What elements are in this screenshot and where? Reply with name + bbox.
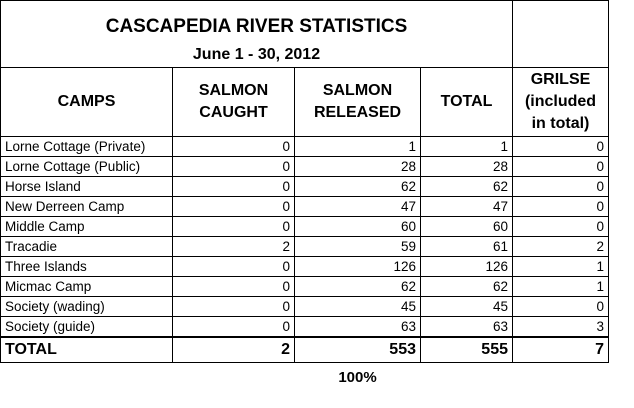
totals-label: TOTAL [0, 336, 173, 363]
camp-name-cell: New Derreen Camp [0, 196, 173, 217]
header-camps: CAMPS [0, 67, 173, 137]
header-salmon-released: SALMON RELEASED [294, 67, 421, 137]
salmon-released-cell: 1 [294, 136, 421, 157]
header-total-label: TOTAL [440, 93, 493, 110]
camp-name-cell: Society (wading) [0, 296, 173, 317]
salmon-caught-cell: 0 [172, 216, 295, 237]
table-row: Lorne Cottage (Public) 0 28 28 0 [0, 156, 609, 177]
salmon-caught-cell: 0 [172, 316, 295, 338]
camp-name-cell: Horse Island [0, 176, 173, 197]
salmon-caught-cell: 0 [172, 156, 295, 177]
percent-spacer [173, 363, 295, 394]
grilse-cell: 0 [512, 216, 609, 237]
grilse-cell: 0 [512, 136, 609, 157]
grilse-cell: 0 [512, 176, 609, 197]
camp-name-cell: Three Islands [0, 256, 173, 277]
table-row: Tracadie 2 59 61 2 [0, 236, 609, 257]
camp-name-cell: Society (guide) [0, 316, 173, 338]
salmon-caught-cell: 0 [172, 256, 295, 277]
total-cell: 62 [420, 176, 513, 197]
grilse-cell: 0 [512, 196, 609, 217]
camp-name-cell: Tracadie [0, 236, 173, 257]
salmon-released-cell: 126 [294, 256, 421, 277]
sheet-title: CASCAPEDIA RIVER STATISTICS [105, 16, 408, 37]
table-row: Society (wading) 0 45 45 0 [0, 296, 609, 317]
table-row: Horse Island 0 62 62 0 [0, 176, 609, 197]
header-salmon-caught: SALMON CAUGHT [172, 67, 295, 137]
statistics-sheet: CASCAPEDIA RIVER STATISTICS June 1 - 30,… [0, 0, 609, 394]
table-row: Middle Camp 0 60 60 0 [0, 216, 609, 237]
camp-name-cell: Middle Camp [0, 216, 173, 237]
title-block: CASCAPEDIA RIVER STATISTICS June 1 - 30,… [0, 0, 513, 68]
salmon-caught-cell: 0 [172, 276, 295, 297]
totals-released: 553 [294, 336, 421, 363]
grilse-cell: 0 [512, 296, 609, 317]
camp-name-cell: Lorne Cottage (Private) [0, 136, 173, 157]
header-caught-line2: CAUGHT [199, 104, 268, 121]
camp-name-cell: Lorne Cottage (Public) [0, 156, 173, 177]
salmon-released-cell: 63 [294, 316, 421, 338]
totals-caught: 2 [172, 336, 295, 363]
salmon-caught-cell: 0 [172, 196, 295, 217]
totals-total: 555 [420, 336, 513, 363]
percent-spacer [513, 363, 609, 394]
total-cell: 45 [420, 296, 513, 317]
table-row: Lorne Cottage (Private) 0 1 1 0 [0, 136, 609, 157]
total-cell: 28 [420, 156, 513, 177]
header-grilse-line2: (included [524, 93, 597, 110]
header-grilse-line1: GRILSE [530, 71, 591, 88]
grilse-cell: 0 [512, 156, 609, 177]
total-cell: 62 [420, 276, 513, 297]
total-cell: 47 [420, 196, 513, 217]
grilse-cell: 3 [512, 316, 609, 338]
total-cell: 63 [420, 316, 513, 338]
released-percent: 100% [338, 369, 377, 386]
data-rows: Lorne Cottage (Private) 0 1 1 0 Lorne Cottage… [0, 136, 609, 338]
statistics-table: CASCAPEDIA RIVER STATISTICS June 1 - 30,… [0, 0, 609, 394]
camp-name-cell: Micmac Camp [0, 276, 173, 297]
header-grilse-line3: in total) [531, 115, 590, 132]
salmon-caught-cell: 0 [172, 136, 295, 157]
header-total: TOTAL [420, 67, 513, 137]
table-row: Micmac Camp 0 62 62 1 [0, 276, 609, 297]
sheet-subtitle: June 1 - 30, 2012 [192, 46, 321, 63]
salmon-caught-cell: 2 [172, 236, 295, 257]
total-cell: 126 [420, 256, 513, 277]
total-cell: 61 [420, 236, 513, 257]
salmon-caught-cell: 0 [172, 296, 295, 317]
percent-row: 100% [1, 363, 609, 394]
salmon-caught-cell: 0 [172, 176, 295, 197]
table-row: Three Islands 0 126 126 1 [0, 256, 609, 277]
salmon-released-cell: 59 [294, 236, 421, 257]
title-row: CASCAPEDIA RIVER STATISTICS June 1 - 30,… [0, 0, 609, 68]
header-released-line2: RELEASED [313, 104, 402, 121]
salmon-released-cell: 28 [294, 156, 421, 177]
salmon-released-cell: 60 [294, 216, 421, 237]
total-cell: 60 [420, 216, 513, 237]
header-row: CAMPS SALMON CAUGHT SALMON RELEASED TOTA… [0, 67, 609, 137]
salmon-released-cell: 47 [294, 196, 421, 217]
grilse-cell: 1 [512, 276, 609, 297]
totals-grilse: 7 [512, 336, 609, 363]
totals-row: TOTAL 2 553 555 7 [0, 336, 609, 363]
table-row: Society (guide) 0 63 63 3 [0, 316, 609, 338]
header-released-line1: SALMON [322, 82, 393, 99]
header-caught-line1: SALMON [198, 82, 269, 99]
header-camps-label: CAMPS [57, 93, 116, 110]
salmon-released-cell: 45 [294, 296, 421, 317]
grilse-cell: 2 [512, 236, 609, 257]
salmon-released-cell: 62 [294, 276, 421, 297]
title-empty-cell [512, 0, 609, 68]
percent-spacer [421, 363, 513, 394]
percent-spacer [1, 363, 173, 394]
grilse-cell: 1 [512, 256, 609, 277]
header-grilse: GRILSE (included in total) [512, 67, 609, 137]
total-cell: 1 [420, 136, 513, 157]
salmon-released-cell: 62 [294, 176, 421, 197]
table-row: New Derreen Camp 0 47 47 0 [0, 196, 609, 217]
